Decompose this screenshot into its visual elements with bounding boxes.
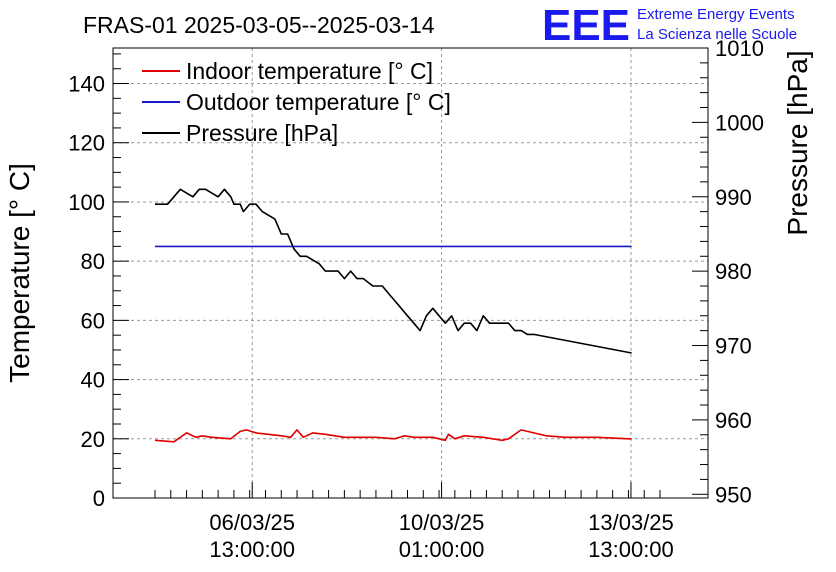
x-tick-date: 13/03/25	[588, 510, 674, 535]
left-tick-label: 20	[81, 427, 105, 452]
plot-frame	[112, 47, 709, 499]
left-tick-label: 140	[68, 72, 105, 97]
right-tick-label: 1000	[715, 110, 764, 135]
right-tick-label: 960	[715, 408, 752, 433]
legend-label-indoor: Indoor temperature [° C]	[186, 58, 433, 84]
series-line-pressure	[155, 188, 632, 354]
left-tick-label: 120	[68, 131, 105, 156]
x-tick-time: 13:00:00	[588, 537, 674, 562]
right-axis-label: Pressure [hPa]	[782, 50, 813, 235]
left-tick-label: 60	[81, 308, 105, 333]
eee-logo-text: EEE	[542, 1, 630, 50]
grid-layer	[113, 48, 708, 498]
x-tick-date: 06/03/25	[209, 510, 295, 535]
x-tick-time: 13:00:00	[209, 537, 295, 562]
left-axis-label: Temperature [° C]	[4, 163, 35, 383]
legend-label-outdoor: Outdoor temperature [° C]	[186, 89, 451, 115]
x-tick-date: 10/03/25	[399, 510, 485, 535]
series-layer	[154, 188, 632, 443]
right-tick-label: 980	[715, 259, 752, 284]
left-tick-label: 80	[81, 249, 105, 274]
right-tick-label: 990	[715, 185, 752, 210]
right-tick-label: 950	[715, 482, 752, 507]
left-tick-label: 0	[93, 486, 105, 511]
eee-tagline-1: Extreme Energy Events	[637, 6, 795, 23]
chart-title: FRAS-01 2025-03-05--2025-03-14	[83, 12, 435, 38]
right-tick-label: 1010	[715, 36, 764, 61]
x-tick-time: 01:00:00	[399, 537, 485, 562]
tick-layer: 0 20 40 60 80 100 120 140 950 960 970 980 990 1000 101…	[68, 36, 764, 562]
legend: Indoor temperature [° C] Outdoor tempera…	[142, 58, 451, 146]
right-tick-label: 970	[715, 334, 752, 359]
left-tick-label: 100	[68, 190, 105, 215]
legend-label-pressure: Pressure [hPa]	[186, 120, 338, 146]
eee-tagline-2: La Scienza nelle Scuole	[637, 26, 797, 43]
left-tick-label: 40	[81, 368, 105, 393]
eee-logo: EEE Extreme Energy Events La Scienza nel…	[542, 1, 797, 50]
series-line-indoor-temperature	[154, 429, 632, 443]
